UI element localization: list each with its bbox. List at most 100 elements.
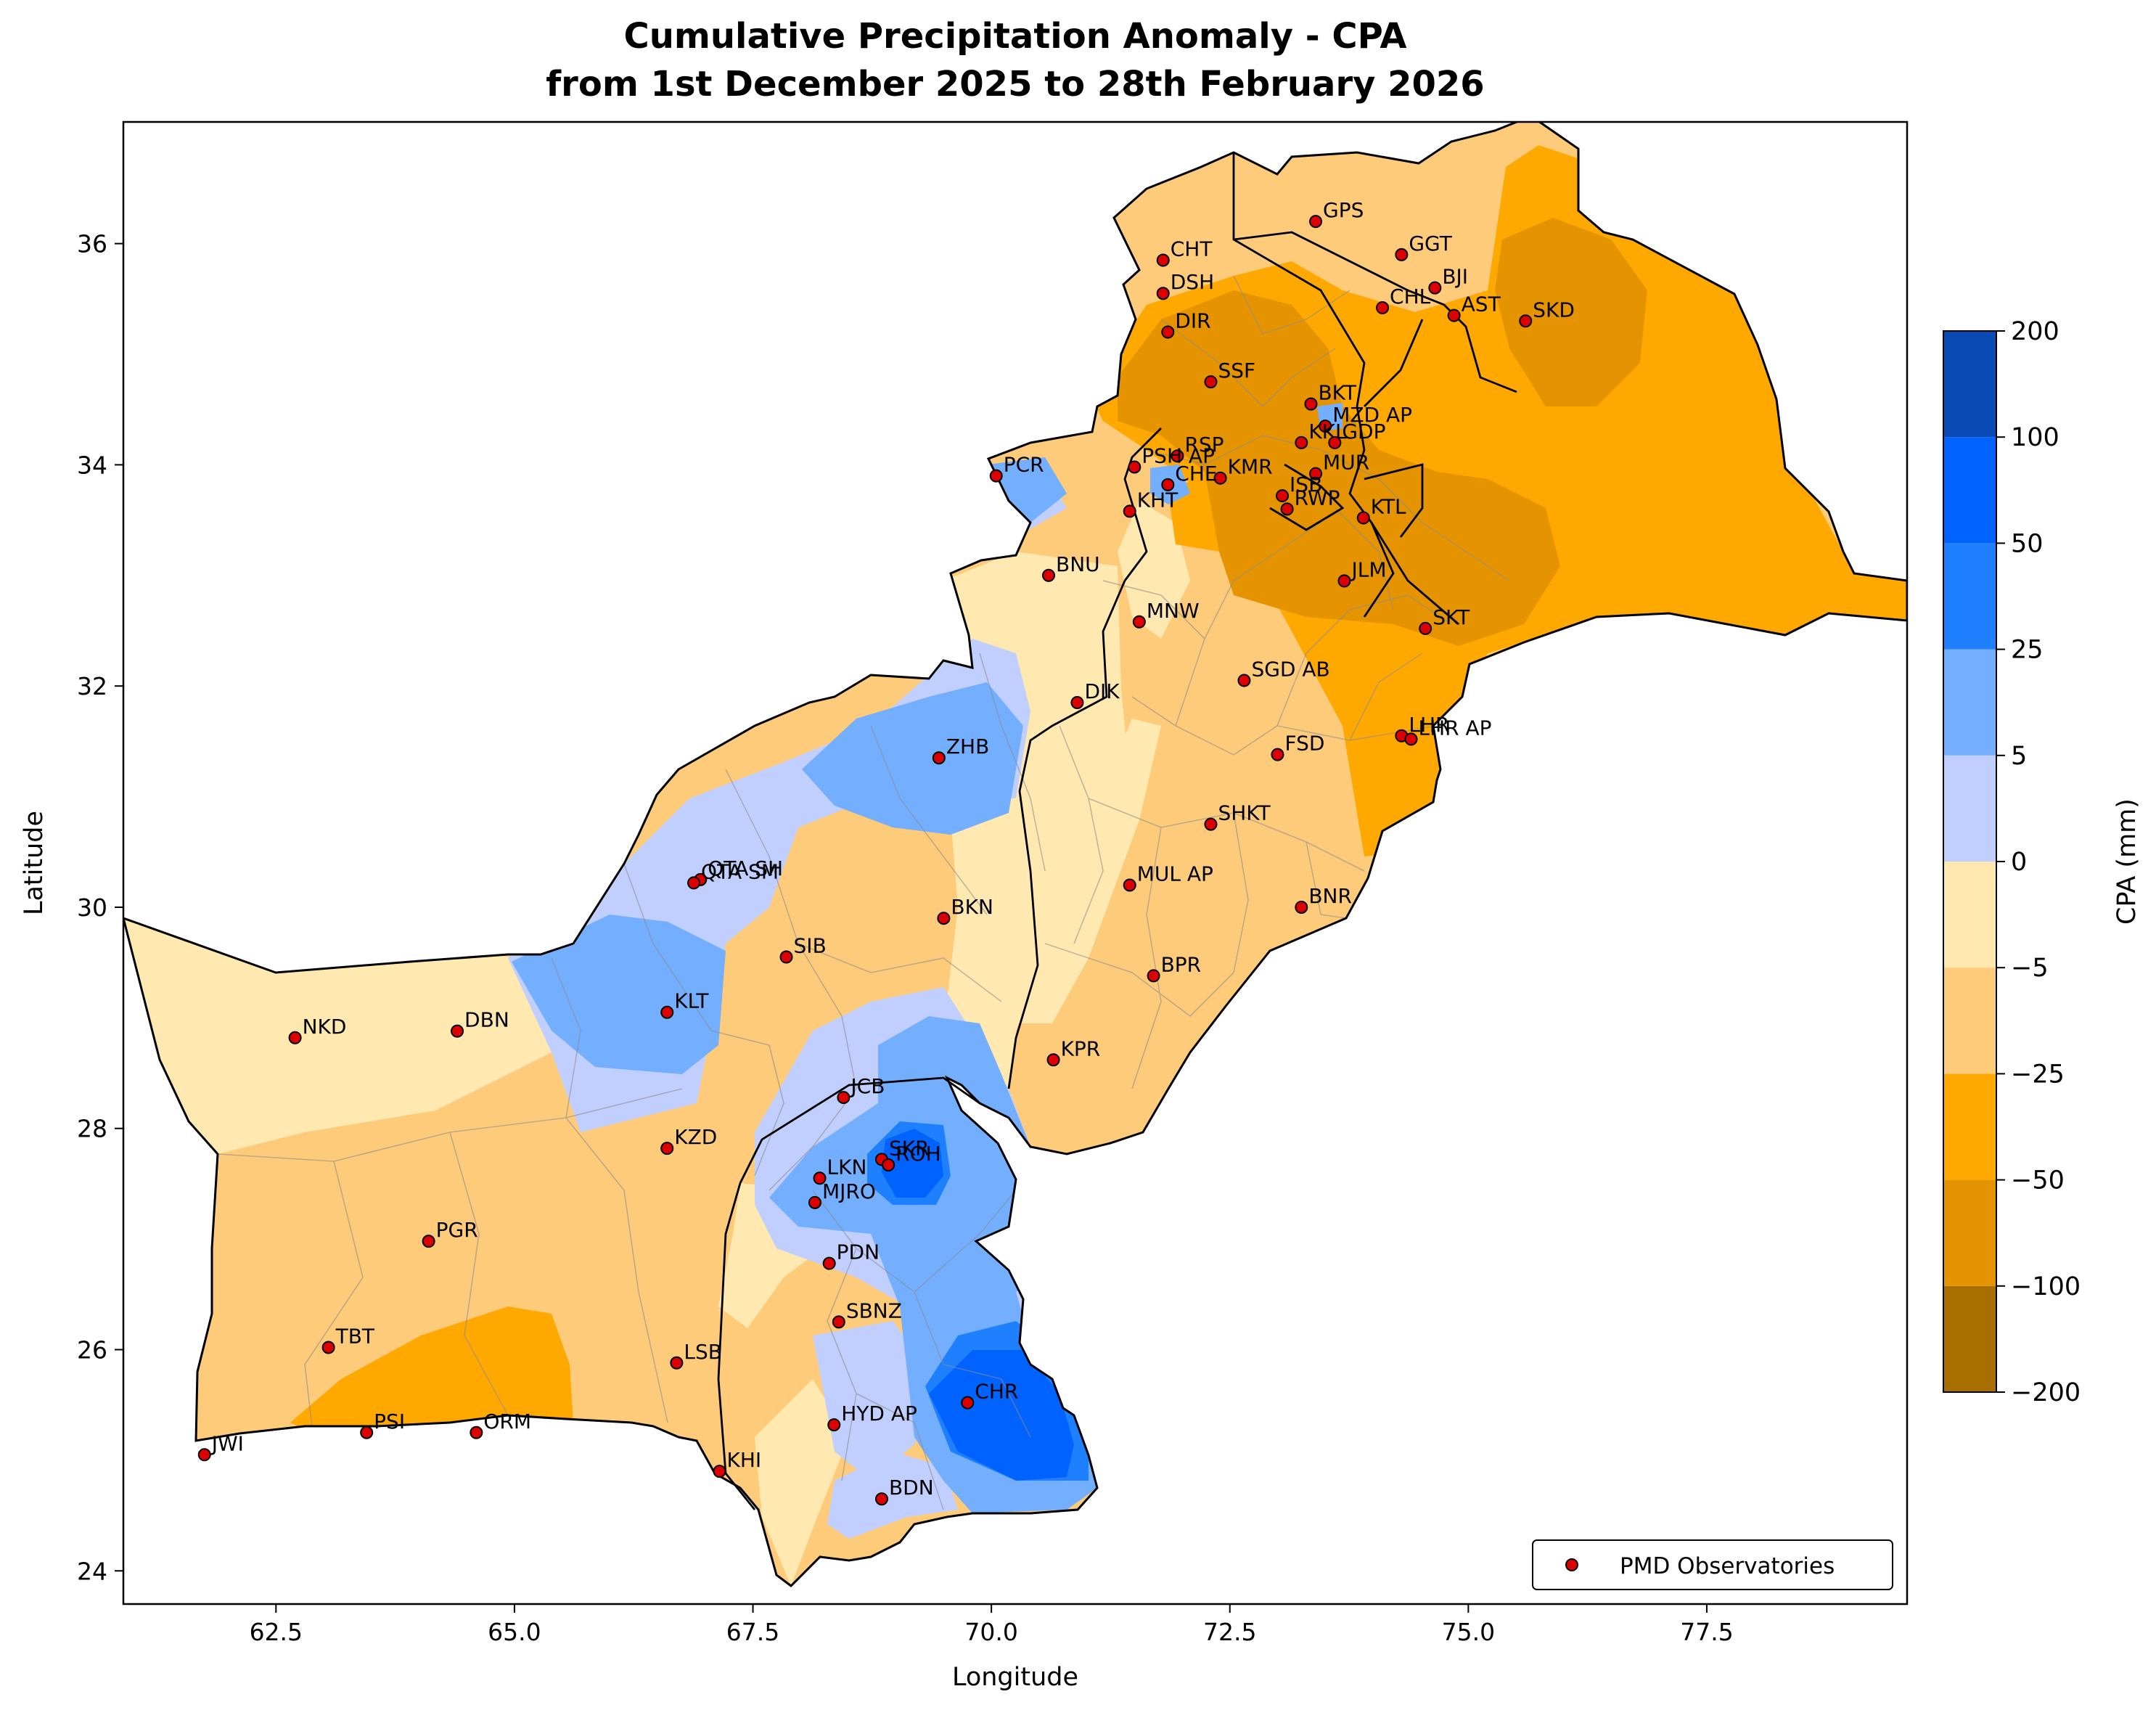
station-marker: [989, 469, 1003, 483]
station-label: LSB: [684, 1340, 722, 1364]
station-label: PDN: [837, 1240, 880, 1264]
colorbar-cell: [1943, 543, 1996, 650]
station-marker: [837, 1091, 850, 1105]
station-marker: [470, 1425, 483, 1439]
station-marker: [779, 950, 793, 964]
station-label: PSI: [374, 1410, 405, 1433]
station-marker: [1356, 511, 1370, 525]
station-marker: [1280, 502, 1294, 516]
station-marker: [1295, 900, 1308, 914]
station-marker: [360, 1425, 374, 1439]
station-label: BPR: [1161, 952, 1202, 976]
station-label: MUL AP: [1137, 862, 1213, 885]
station-label: GDP: [1342, 420, 1385, 443]
map-frame: [122, 120, 1909, 1605]
station-label: KKL: [1308, 420, 1347, 443]
y-tick-label: 28: [77, 1115, 107, 1143]
station-marker: [1156, 287, 1170, 300]
station-marker: [422, 1235, 435, 1248]
station-marker: [832, 1315, 845, 1329]
station-marker: [1128, 460, 1141, 474]
legend-marker: [1565, 1558, 1578, 1571]
x-tick-label: 72.5: [1203, 1618, 1256, 1646]
station-marker: [1171, 449, 1184, 463]
station-marker: [827, 1418, 841, 1432]
station-marker: [1276, 489, 1290, 503]
station-label: CHL: [1390, 285, 1431, 308]
station-label: BDN: [889, 1476, 934, 1500]
x-tick-label: 77.5: [1680, 1618, 1733, 1646]
station-label: ISB: [1290, 472, 1322, 496]
station-label: DIR: [1175, 309, 1210, 333]
station-label: FSD: [1284, 732, 1324, 756]
station-label: BNU: [1056, 552, 1100, 576]
station-label: NKD: [303, 1015, 347, 1039]
colorbar-tick-label: −200: [2011, 1378, 2081, 1407]
y-tick-label: 24: [77, 1557, 107, 1585]
station-label: GPS: [1323, 198, 1364, 222]
station-label: RWP: [1295, 486, 1340, 510]
station-marker: [882, 1158, 895, 1172]
station-marker: [1404, 732, 1418, 746]
station-label: HYD AP: [841, 1402, 917, 1425]
station-label: GGT: [1409, 232, 1452, 255]
title-line-1: Cumulative Precipitation Anomaly - CPA: [623, 16, 1406, 57]
station-label: LHR AP: [1418, 716, 1491, 740]
station-label: SKD: [1533, 298, 1575, 322]
station-label: AST: [1462, 292, 1501, 316]
station-label: KHI: [727, 1448, 762, 1472]
station-label: KHT: [1137, 488, 1179, 512]
station-marker: [1419, 621, 1432, 635]
station-label: CHR: [975, 1380, 1018, 1404]
station-marker: [1295, 435, 1308, 449]
colorbar-tick-label: −25: [2011, 1060, 2065, 1089]
station-marker: [1070, 696, 1084, 710]
colorbar-tick-label: −5: [2011, 954, 2049, 983]
colorbar-cell: [1943, 437, 1996, 544]
colorbar-cell: [1943, 1179, 1996, 1286]
station-marker: [1046, 1053, 1060, 1067]
station-marker: [1304, 397, 1318, 411]
station-label: SIB: [794, 934, 827, 958]
colorbar-cells: [1943, 331, 1996, 1392]
station-label: JLM: [1350, 557, 1386, 581]
station-marker: [937, 912, 951, 925]
colorbar-tick-label: 0: [2011, 848, 2027, 877]
station-marker: [1309, 215, 1323, 229]
colorbar-cell: [1943, 1073, 1996, 1180]
y-axis-ticks: 24 26 28 30 32 34 36: [77, 230, 123, 1585]
station-label: DBN: [464, 1008, 509, 1032]
station-marker: [1328, 435, 1342, 449]
station-marker: [1428, 281, 1442, 295]
station-marker: [451, 1024, 464, 1038]
station-label: DIK: [1084, 679, 1120, 703]
legend: PMD Observatories: [1532, 1539, 1893, 1590]
colorbar-tick-label: 100: [2011, 423, 2059, 452]
station-marker: [1519, 314, 1533, 328]
station-label: SSF: [1218, 359, 1255, 382]
station-marker: [1161, 478, 1175, 491]
station-marker: [1395, 248, 1409, 261]
province-boundaries: [717, 152, 1517, 1510]
station-label: BKN: [951, 895, 993, 919]
station-label: SBNZ: [846, 1298, 902, 1322]
station-label: MJRO: [822, 1179, 876, 1203]
station-marker: [1123, 878, 1136, 892]
station-label: ORM: [483, 1410, 531, 1433]
station-marker: [713, 1465, 726, 1478]
y-tick-label: 26: [77, 1336, 107, 1365]
y-tick-label: 36: [77, 230, 107, 258]
station-marker: [660, 1005, 674, 1019]
station-label: PCR: [1004, 453, 1044, 477]
station-label: JCB: [849, 1074, 885, 1098]
colorbar-label: CPA (mm): [2112, 798, 2141, 925]
colorbar-tick-label: −50: [2011, 1166, 2065, 1195]
station-marker: [1447, 308, 1461, 322]
y-tick-label: 34: [77, 451, 107, 479]
station-label: SKT: [1432, 605, 1470, 629]
station-marker: [1156, 253, 1170, 267]
station-label: KPR: [1061, 1036, 1101, 1060]
station-marker: [961, 1396, 975, 1410]
station-label: KZD: [674, 1125, 717, 1149]
